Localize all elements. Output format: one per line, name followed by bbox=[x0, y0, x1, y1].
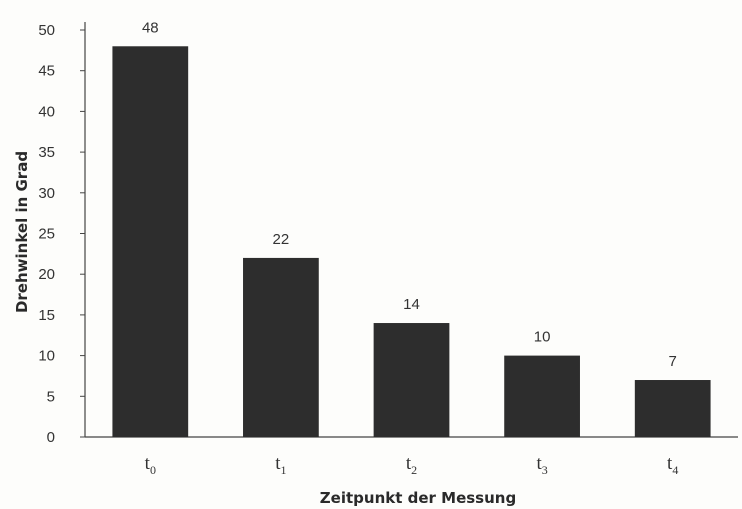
bar bbox=[504, 355, 580, 437]
y-tick-label: 45 bbox=[38, 63, 55, 80]
data-labels: 48 22 14 10 7 bbox=[142, 19, 677, 370]
bar-value-label: 10 bbox=[534, 329, 551, 346]
bar-value-label: 7 bbox=[669, 353, 677, 370]
y-tick-label: 10 bbox=[38, 348, 55, 365]
bars bbox=[112, 46, 711, 437]
y-axis-title: Drehwinkel in Grad bbox=[13, 151, 31, 313]
bar-value-label: 48 bbox=[142, 19, 159, 36]
x-category-label: t2 bbox=[406, 453, 417, 477]
bar-value-label: 22 bbox=[273, 231, 290, 248]
y-tick-label: 5 bbox=[47, 388, 55, 405]
x-category-label: t1 bbox=[275, 453, 286, 477]
y-tick-label: 20 bbox=[38, 266, 55, 283]
y-tick-label: 40 bbox=[38, 103, 55, 120]
bar bbox=[373, 323, 450, 437]
y-tick-label: 15 bbox=[38, 307, 55, 324]
bar bbox=[112, 46, 189, 437]
y-tick-label: 25 bbox=[38, 226, 55, 243]
x-axis-title: Zeitpunkt der Messung bbox=[320, 489, 516, 507]
bar bbox=[243, 257, 319, 437]
x-category-label: t3 bbox=[536, 453, 547, 477]
y-tick-label: 35 bbox=[38, 144, 55, 161]
y-axis: 0 5 10 15 20 25 30 35 40 45 50 bbox=[38, 22, 86, 446]
bar-value-label: 14 bbox=[403, 296, 420, 313]
y-tick-label: 0 bbox=[47, 429, 55, 446]
x-category-label: t0 bbox=[145, 453, 156, 477]
y-tick-label: 30 bbox=[38, 185, 55, 202]
bar bbox=[634, 380, 711, 437]
y-tick-label: 50 bbox=[38, 22, 55, 39]
x-category-label: t4 bbox=[667, 453, 678, 477]
x-axis: t0 t1 t2 t3 t4 bbox=[85, 436, 738, 477]
